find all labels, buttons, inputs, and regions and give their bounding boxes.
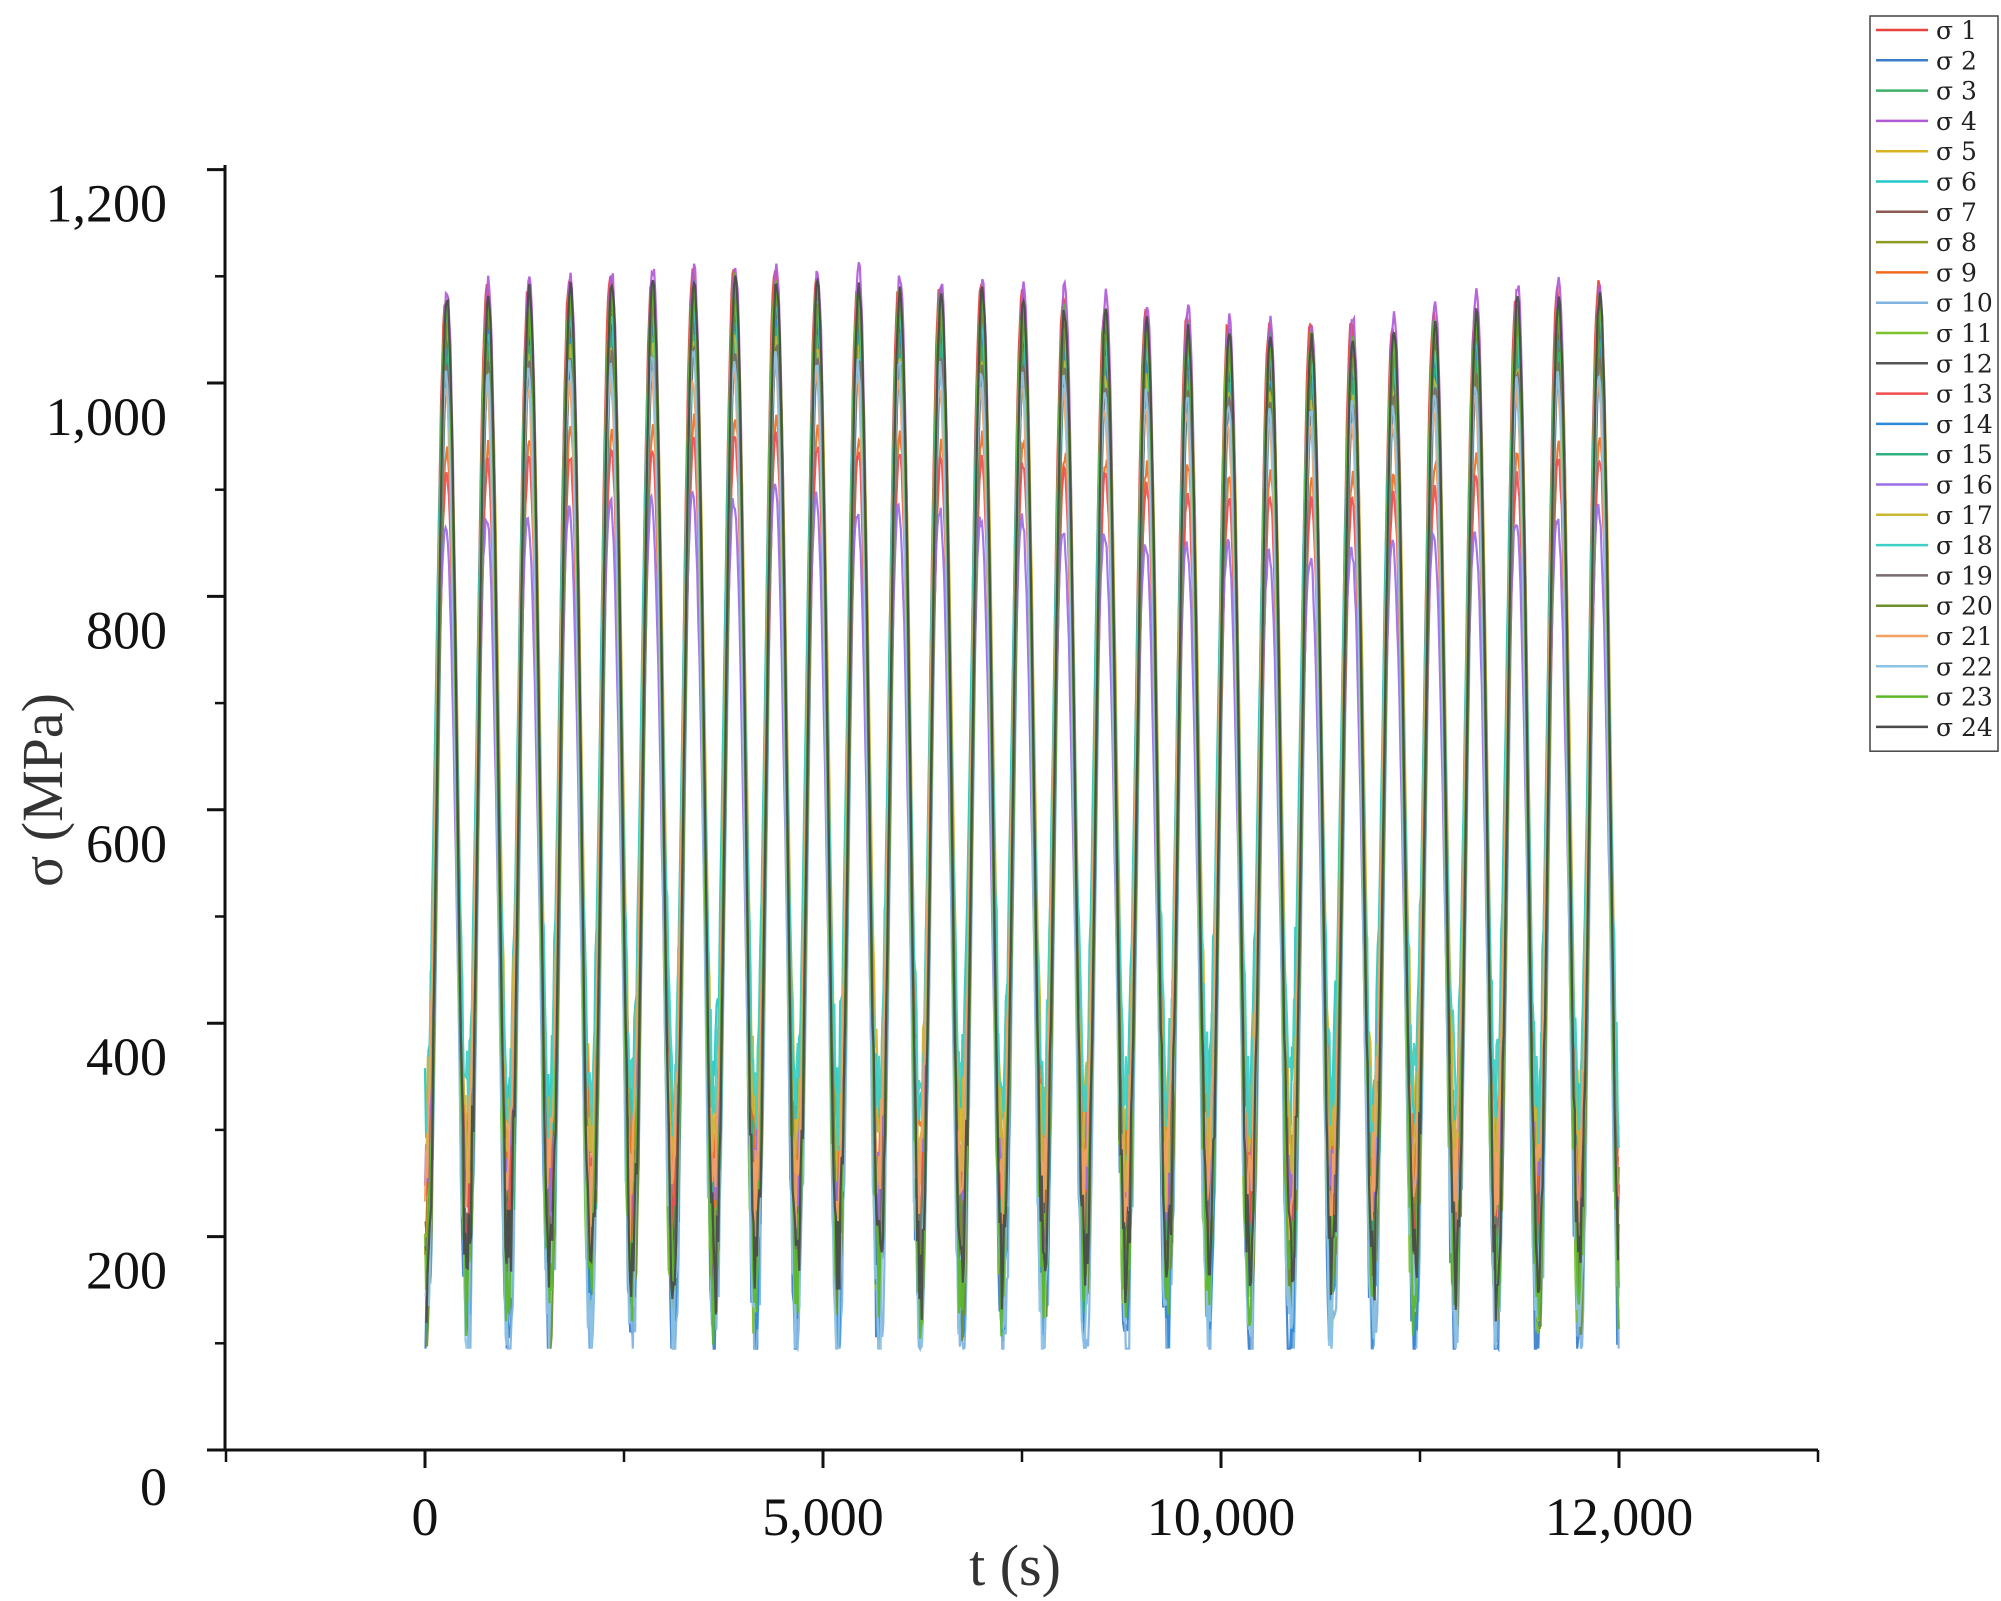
x-tick-label: 5,000	[762, 1487, 884, 1547]
x-tick-label: 10,000	[1147, 1487, 1296, 1547]
legend-entry-label: σ 11	[1936, 319, 1993, 348]
legend-entry-label: σ 19	[1936, 561, 1993, 590]
series-line-24	[425, 275, 1620, 1323]
legend-entry-label: σ 21	[1936, 622, 1993, 651]
legend-entry-label: σ 9	[1936, 258, 1977, 287]
legend-entry-label: σ 3	[1936, 77, 1977, 106]
x-axis-title: t (s)	[969, 1533, 1061, 1598]
y-tick-label: 800	[86, 600, 167, 660]
legend-entry-label: σ 23	[1936, 683, 1993, 712]
y-tick-label: 0	[140, 1457, 167, 1517]
legend-entry-label: σ 18	[1936, 531, 1993, 560]
legend-entry-label: σ 6	[1936, 168, 1977, 197]
y-tick-label: 1,200	[46, 174, 168, 234]
legend-entry-label: σ 22	[1936, 652, 1993, 681]
y-tick-label: 600	[86, 814, 167, 874]
legend-entry-label: σ 12	[1936, 349, 1993, 378]
legend-entry-label: σ 8	[1936, 228, 1977, 257]
legend-entry-label: σ 13	[1936, 380, 1993, 409]
legend-entry-label: σ 14	[1936, 410, 1993, 439]
legend: σ 1σ 2σ 3σ 4σ 5σ 6σ 7σ 8σ 9σ 10σ 11σ 12σ…	[1869, 15, 1999, 752]
x-tick-label: 12,000	[1545, 1487, 1694, 1547]
legend-entry-label: σ 7	[1936, 198, 1977, 227]
legend-entry-label: σ 10	[1936, 289, 1993, 318]
legend-entry-label: σ 17	[1936, 501, 1993, 530]
axes: 0 200 400 600 800 1,000 1,200 0 5,000 10,000 12,00…	[46, 165, 1820, 1547]
legend-entry-label: σ 4	[1936, 107, 1977, 136]
legend-entry-label: σ 16	[1936, 471, 1993, 500]
legend-entry-label: σ 1	[1936, 16, 1977, 45]
legend-entry-label: σ 24	[1936, 713, 1993, 742]
legend-entry-label: σ 2	[1936, 46, 1977, 75]
x-tick-label: 0	[412, 1487, 439, 1547]
y-axis-title: σ (MPa)	[10, 693, 75, 887]
y-tick-label: 200	[86, 1241, 167, 1301]
legend-entry-label: σ 15	[1936, 440, 1993, 469]
plot-area	[423, 261, 1620, 1353]
legend-box	[1869, 15, 1999, 752]
legend-entry-label: σ 5	[1936, 137, 1977, 166]
y-tick-label: 400	[86, 1027, 167, 1087]
legend-entry-label: σ 20	[1936, 592, 1993, 621]
y-tick-label: 1,000	[46, 387, 168, 447]
